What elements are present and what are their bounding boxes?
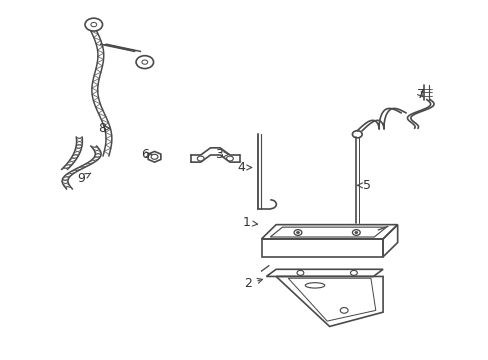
Circle shape [296, 231, 299, 234]
Text: 7: 7 [416, 88, 424, 101]
Text: 8: 8 [98, 122, 109, 135]
Text: 1: 1 [243, 216, 257, 229]
Text: 4: 4 [237, 161, 251, 174]
Text: 3: 3 [215, 148, 228, 161]
Circle shape [354, 231, 357, 234]
Text: 2: 2 [244, 277, 262, 290]
Text: 9: 9 [78, 172, 91, 185]
Text: 6: 6 [141, 148, 151, 161]
Text: 5: 5 [356, 179, 370, 192]
